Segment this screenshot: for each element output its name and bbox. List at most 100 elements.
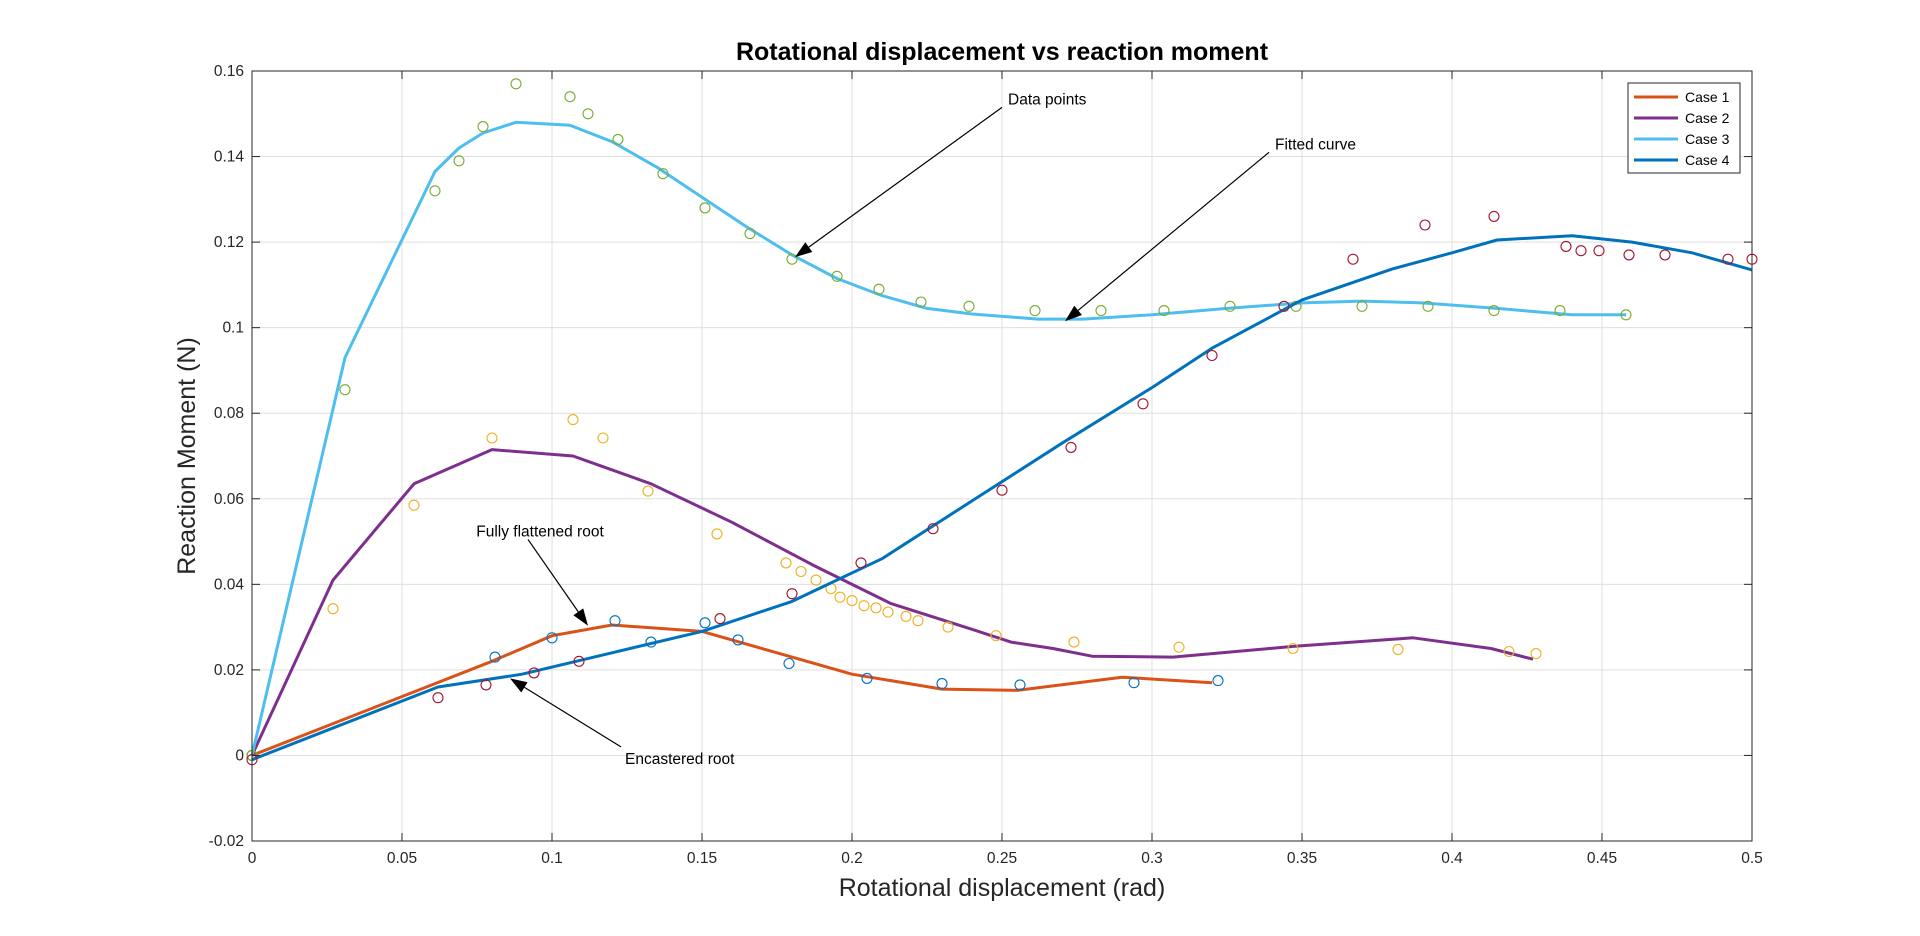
annotation-arrow-line	[1077, 151, 1270, 311]
series-line	[251, 623, 1213, 757]
data-point	[1593, 245, 1605, 257]
data-point	[927, 523, 939, 535]
data-point	[846, 595, 858, 607]
data-point	[990, 630, 1002, 642]
legend-label: Case 2	[1685, 110, 1730, 126]
data-point	[546, 632, 558, 644]
legend-item: Case 2	[1634, 110, 1730, 126]
data-point	[855, 557, 867, 569]
data-point	[1212, 675, 1224, 687]
y-tick-label: 0.12	[214, 234, 244, 251]
annotation: Data points	[795, 91, 1087, 258]
data-point	[963, 300, 975, 312]
chart-title: Rotational displacement vs reaction mome…	[736, 38, 1269, 66]
data-point	[1488, 305, 1500, 317]
data-point	[597, 432, 609, 444]
y-tick-label: 0.1	[222, 320, 244, 337]
data-point	[831, 270, 843, 282]
data-point	[1488, 210, 1500, 222]
data-point	[1224, 300, 1236, 312]
data-point	[834, 591, 846, 603]
data-point	[642, 485, 654, 497]
data-point	[744, 228, 756, 240]
data-point	[1422, 300, 1434, 312]
annotation-text: Data points	[1008, 91, 1087, 108]
data-point	[1278, 300, 1290, 312]
data-point	[936, 678, 948, 690]
y-tick-label: 0	[235, 747, 244, 764]
data-point	[582, 108, 594, 120]
annotation-arrow-line	[524, 686, 622, 748]
data-point	[900, 610, 912, 622]
x-tick-label: 0.2	[841, 850, 863, 867]
x-tick-label: 0.5	[1741, 850, 1763, 867]
data-point	[882, 606, 894, 618]
legend-label: Case 4	[1685, 152, 1730, 168]
data-point	[1722, 253, 1734, 265]
data-point	[858, 600, 870, 612]
x-tick-label: 0.05	[387, 850, 417, 867]
data-point	[429, 185, 441, 197]
data-point	[1287, 642, 1299, 655]
data-point	[453, 155, 465, 167]
data-point	[732, 634, 744, 646]
legend-item: Case 3	[1634, 131, 1730, 147]
data-point	[489, 651, 501, 663]
annotations: Data points Fitted curve Fully flattened r…	[476, 91, 1356, 768]
data-point	[786, 253, 798, 265]
data-point	[657, 168, 669, 180]
data-point	[1503, 645, 1515, 658]
series-line	[250, 120, 1626, 756]
legend-item: Case 4	[1634, 152, 1730, 168]
x-tick-label: 0.15	[687, 850, 717, 867]
data-point	[1347, 253, 1359, 265]
series-4	[246, 210, 1758, 766]
data-point	[612, 133, 624, 145]
data-point	[339, 384, 351, 396]
x-tick-label: 0.45	[1587, 850, 1617, 867]
data-point	[1554, 305, 1566, 317]
legend: Case 1 Case 2 Case 3 Case 4	[1627, 82, 1741, 174]
y-tick-label: 0.08	[214, 405, 244, 422]
data-point	[1206, 349, 1218, 362]
data-point	[480, 679, 492, 691]
data-point	[609, 615, 621, 627]
data-point	[912, 615, 924, 627]
data-point	[1173, 641, 1185, 653]
data-point	[408, 499, 420, 511]
annotation-text: Fully flattened root	[476, 523, 604, 540]
axes: 0 0.05 0.1 0.15 0.2 0.25 0.3 0.35 0.4 0.45 0.5 -0.0…	[209, 63, 1763, 867]
data-point	[327, 603, 339, 615]
data-point	[1029, 305, 1041, 317]
x-tick-label: 0	[248, 850, 257, 867]
y-tick-label: 0.06	[214, 491, 244, 508]
data-point	[873, 283, 885, 295]
data-point	[1128, 677, 1140, 689]
annotation: Encastered root	[510, 678, 735, 768]
data-point	[1530, 648, 1542, 660]
y-axis-label: Reaction Moment (N)	[173, 337, 201, 575]
data-point	[1659, 249, 1671, 261]
annotation: Fully flattened root	[476, 523, 604, 626]
y-tick-label: 0.04	[214, 576, 245, 593]
data-point	[432, 692, 444, 704]
data-point	[795, 565, 807, 578]
data-point	[1392, 643, 1404, 655]
series-line	[250, 448, 1534, 757]
x-tick-label: 0.1	[541, 850, 563, 867]
data-point	[942, 621, 954, 633]
data-point	[1158, 305, 1170, 317]
data-point	[810, 574, 822, 586]
data-point	[699, 202, 711, 214]
data-point	[510, 78, 522, 90]
annotation-arrow-head	[510, 678, 528, 693]
data-point	[786, 588, 798, 600]
annotation-text: Fitted curve	[1275, 136, 1356, 153]
y-tick-label: 0.16	[214, 63, 244, 80]
data-point	[564, 91, 576, 103]
annotation-arrow-head	[1065, 305, 1082, 322]
series-layer	[246, 78, 1758, 766]
legend-label: Case 1	[1685, 89, 1730, 105]
annotation-text: Encastered root	[625, 751, 735, 768]
